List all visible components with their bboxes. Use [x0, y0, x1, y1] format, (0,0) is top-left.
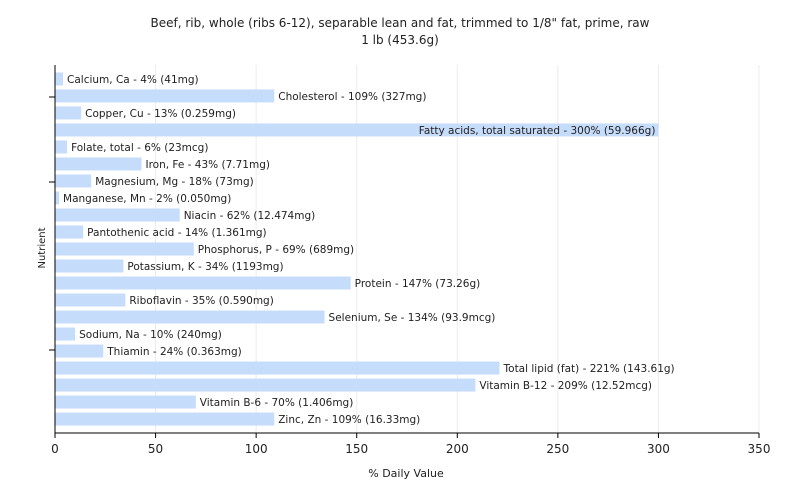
bar-label: Selenium, Se - 134% (93.9mcg) — [329, 312, 496, 324]
bar-label: Cholesterol - 109% (327mg) — [278, 91, 426, 103]
bar — [55, 106, 82, 120]
bar — [55, 276, 351, 290]
bar — [55, 293, 126, 307]
x-tick-label: 150 — [345, 442, 368, 456]
bar — [55, 89, 275, 103]
x-axis-ticks: 0 50 100 150 200 250 300 350 — [51, 433, 770, 456]
bar-series: Calcium, Ca - 4% (41mg) Cholesterol - 109… — [55, 72, 675, 426]
bar-label: Magnesium, Mg - 18% (73mg) — [95, 176, 254, 188]
bar-label: Riboflavin - 35% (0.590mg) — [129, 295, 273, 307]
bar — [55, 259, 124, 273]
bar-label: Copper, Cu - 13% (0.259mg) — [85, 108, 236, 120]
bar — [55, 225, 84, 239]
bar — [55, 412, 275, 426]
bar-label: Vitamin B-12 - 209% (12.52mcg) — [479, 380, 652, 392]
bar-label: Fatty acids, total saturated - 300% (59.… — [419, 125, 656, 137]
chart-subtitle: 1 lb (453.6g) — [361, 33, 439, 47]
bar — [55, 140, 68, 154]
x-tick-label: 300 — [647, 442, 670, 456]
bar-label: Manganese, Mn - 2% (0.050mg) — [63, 193, 231, 205]
bar-label: Calcium, Ca - 4% (41mg) — [67, 74, 199, 86]
y-axis-label: Nutrient — [37, 227, 48, 268]
bar — [55, 157, 142, 171]
bar-label: Protein - 147% (73.26g) — [355, 278, 481, 290]
x-tick-label: 100 — [245, 442, 268, 456]
bar — [55, 208, 180, 222]
bar-label: Pantothenic acid - 14% (1.361mg) — [87, 227, 266, 239]
bar — [55, 344, 104, 358]
x-axis-label: % Daily Value — [368, 467, 444, 480]
bar-label: Phosphorus, P - 69% (689mg) — [198, 244, 354, 256]
bar-label: Niacin - 62% (12.474mg) — [184, 210, 316, 222]
x-tick-label: 250 — [546, 442, 569, 456]
bar — [55, 123, 659, 137]
bar — [55, 310, 325, 324]
bar — [55, 72, 64, 86]
bar — [55, 191, 60, 205]
bar — [55, 395, 196, 409]
chart-title: Beef, rib, whole (ribs 6-12), separable … — [151, 16, 650, 30]
bar-label: Potassium, K - 34% (1193mg) — [127, 261, 283, 273]
bar — [55, 378, 476, 392]
x-tick-label: 200 — [446, 442, 469, 456]
bar-label: Sodium, Na - 10% (240mg) — [79, 329, 222, 341]
x-tick-label: 0 — [51, 442, 59, 456]
bar — [55, 174, 92, 188]
axes — [49, 65, 759, 434]
bar — [55, 327, 76, 341]
bar-label: Total lipid (fat) - 221% (143.61g) — [503, 363, 675, 375]
bar-label: Folate, total - 6% (23mcg) — [71, 142, 208, 154]
bar-label: Zinc, Zn - 109% (16.33mg) — [278, 414, 420, 426]
bar-label: Vitamin B-6 - 70% (1.406mg) — [200, 397, 354, 409]
x-tick-label: 50 — [148, 442, 163, 456]
bar — [55, 361, 500, 375]
bar-label: Thiamin - 24% (0.363mg) — [106, 346, 242, 358]
bar — [55, 242, 194, 256]
bar-label: Iron, Fe - 43% (7.71mg) — [145, 159, 269, 171]
x-tick-label: 350 — [748, 442, 771, 456]
